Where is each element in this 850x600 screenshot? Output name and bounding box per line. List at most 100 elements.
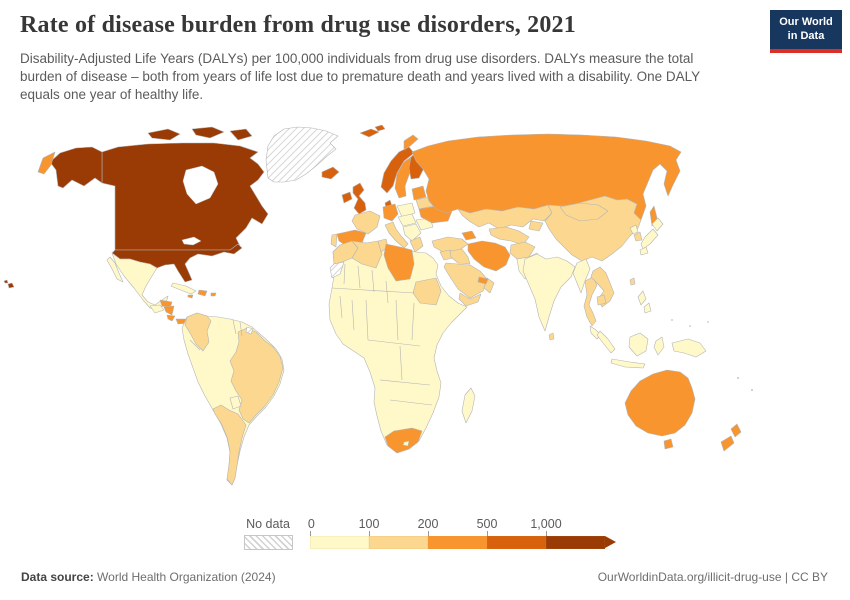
region-kyrgyzstan-tajikistan[interactable]: [528, 220, 544, 232]
owid-logo-line1: Our World: [779, 16, 833, 28]
region-madagascar[interactable]: [461, 387, 476, 424]
region-brazil[interactable]: [229, 327, 284, 424]
region-greece[interactable]: [409, 236, 424, 253]
owid-logo[interactable]: Our World in Data: [770, 10, 842, 53]
region-puerto-rico[interactable]: [210, 292, 217, 297]
region-libya[interactable]: [383, 243, 415, 282]
region-japan[interactable]: [639, 246, 649, 256]
region-iran[interactable]: [467, 240, 511, 272]
region-chukotka[interactable]: [37, 151, 56, 175]
region-philippines[interactable]: [637, 290, 647, 306]
region-canada-arctic-island[interactable]: [229, 128, 253, 141]
region-poland[interactable]: [396, 202, 416, 218]
region-united-arab-emirates[interactable]: [477, 276, 489, 285]
region-italy[interactable]: [384, 221, 409, 249]
region-australia[interactable]: [624, 369, 696, 437]
region-iraq[interactable]: [449, 248, 471, 265]
legend-bin[interactable]: [369, 536, 428, 549]
region-new-zealand-south[interactable]: [720, 435, 735, 452]
region-canada-arctic-island[interactable]: [191, 126, 225, 139]
region-ireland[interactable]: [341, 191, 353, 204]
region-colombia[interactable]: [184, 312, 212, 352]
region-japan[interactable]: [651, 217, 664, 232]
region-alaska[interactable]: [49, 146, 103, 189]
region-sakhalin[interactable]: [649, 205, 658, 227]
region-india[interactable]: [522, 253, 576, 332]
region-guatemala[interactable]: [149, 304, 165, 314]
region-canada[interactable]: [101, 142, 269, 251]
data-source-value: World Health Organization (2024): [93, 570, 276, 584]
region-yemen[interactable]: [458, 292, 482, 307]
region-sri-lanka[interactable]: [548, 332, 555, 341]
region-myanmar[interactable]: [572, 258, 591, 294]
region-french-guiana[interactable]: [245, 326, 254, 335]
legend-bar[interactable]: [310, 536, 616, 549]
region-saudi-arabia[interactable]: [443, 262, 488, 299]
region-kazakhstan[interactable]: [457, 204, 553, 230]
region-iceland[interactable]: [321, 166, 340, 180]
region-greenland[interactable]: [265, 126, 339, 183]
region-java[interactable]: [610, 358, 646, 369]
region-algeria[interactable]: [351, 240, 383, 269]
legend-bin[interactable]: [428, 536, 487, 549]
region-turkey[interactable]: [431, 236, 469, 253]
region-mongolia[interactable]: [559, 202, 609, 222]
interior-borders: [189, 263, 433, 406]
region-laos-vietnam[interactable]: [590, 266, 615, 308]
legend-bin[interactable]: [487, 536, 546, 549]
region-jamaica[interactable]: [187, 294, 194, 299]
credit-link[interactable]: OurWorldinData.org/illicit-drug-use | CC…: [597, 570, 828, 584]
region-paraguay[interactable]: [229, 395, 242, 410]
region-argentina-chile[interactable]: [212, 404, 247, 486]
region-portugal[interactable]: [330, 233, 338, 248]
region-western-sahara[interactable]: [329, 261, 345, 279]
region-philippines[interactable]: [643, 302, 652, 314]
region-baltic-states[interactable]: [411, 185, 427, 201]
region-hawaii[interactable]: [3, 279, 9, 284]
region-sumatra[interactable]: [596, 330, 616, 354]
region-lesotho[interactable]: [402, 440, 410, 447]
region-france[interactable]: [351, 210, 381, 235]
legend-tick-label: 100: [358, 517, 380, 531]
region-caucasus[interactable]: [461, 230, 477, 241]
region-canada-arctic-island[interactable]: [147, 128, 181, 141]
region-svalbard[interactable]: [359, 128, 380, 138]
region-taiwan[interactable]: [629, 277, 636, 286]
legend-ticks: 0 100 200 500 1,000: [307, 517, 610, 536]
region-svalbard[interactable]: [374, 124, 386, 132]
region-nicaragua[interactable]: [163, 305, 175, 316]
region-tasmania[interactable]: [663, 438, 674, 450]
legend-tick-mark: [369, 531, 370, 536]
region-japan[interactable]: [640, 228, 659, 250]
region-balkans[interactable]: [402, 223, 422, 242]
region-cuba[interactable]: [170, 282, 197, 295]
page-title: Rate of disease burden from drug use dis…: [20, 12, 576, 38]
region-united-kingdom[interactable]: [352, 182, 367, 215]
region-thailand[interactable]: [583, 276, 598, 327]
region-novaya-zemlya[interactable]: [403, 134, 419, 151]
legend-tick-label: 0: [307, 517, 315, 531]
region-baja-california[interactable]: [106, 256, 124, 283]
region-new-zealand-north[interactable]: [730, 423, 742, 438]
region-cambodia[interactable]: [596, 294, 607, 306]
region-hispaniola[interactable]: [197, 289, 208, 297]
region-germany[interactable]: [382, 203, 399, 222]
region-hawaii[interactable]: [7, 282, 15, 289]
legend-bin[interactable]: [310, 536, 369, 549]
chart-footer: Data source: World Health Organization (…: [0, 566, 850, 590]
region-central-europe[interactable]: [397, 213, 417, 227]
region-north-korea[interactable]: [629, 224, 639, 235]
legend-bin[interactable]: [546, 536, 605, 549]
region-sulawesi[interactable]: [653, 336, 665, 356]
region-new-guinea[interactable]: [671, 338, 707, 358]
region-south-africa[interactable]: [384, 427, 423, 454]
data-source: Data source: World Health Organization (…: [21, 570, 276, 584]
legend-tick-mark: [546, 531, 547, 536]
legend-no-data-swatch[interactable]: [244, 535, 293, 550]
region-south-korea[interactable]: [633, 231, 643, 242]
region-borneo[interactable]: [628, 332, 649, 357]
region-costa-rica[interactable]: [166, 314, 176, 322]
region-mexico[interactable]: [111, 252, 169, 311]
